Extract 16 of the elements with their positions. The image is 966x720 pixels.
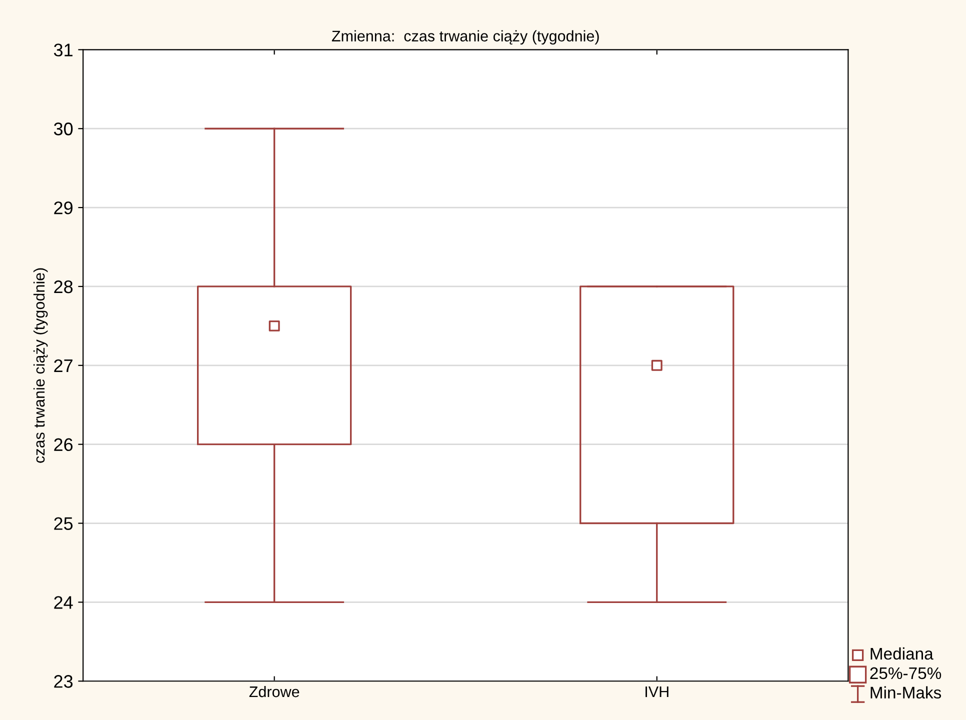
y-tick-label: 28 — [54, 280, 73, 294]
y-tick-label: 24 — [54, 596, 73, 609]
y-axis-title: czas trwanie ciąży (tygodnie) — [33, 268, 48, 463]
text: 25%-75% — [870, 667, 942, 680]
text: Min-Maks — [870, 686, 942, 699]
y-tick-label: 29 — [54, 201, 72, 214]
x-tick-label: IVH — [646, 686, 668, 698]
y-tick-label: 23 — [54, 675, 73, 688]
y-tick-label: 25 — [54, 517, 73, 530]
x-tick-label: Zdrowe — [249, 686, 300, 698]
y-tick-label: 31 — [54, 44, 72, 56]
y-tick-label: 26 — [54, 438, 73, 452]
y-tick-label: 27 — [54, 359, 72, 372]
y-tick-label: 30 — [54, 122, 73, 136]
text: Mediana — [870, 647, 934, 660]
chart-title: Zmienna: czas trwanie ciąży (tygodnie) — [332, 30, 599, 45]
